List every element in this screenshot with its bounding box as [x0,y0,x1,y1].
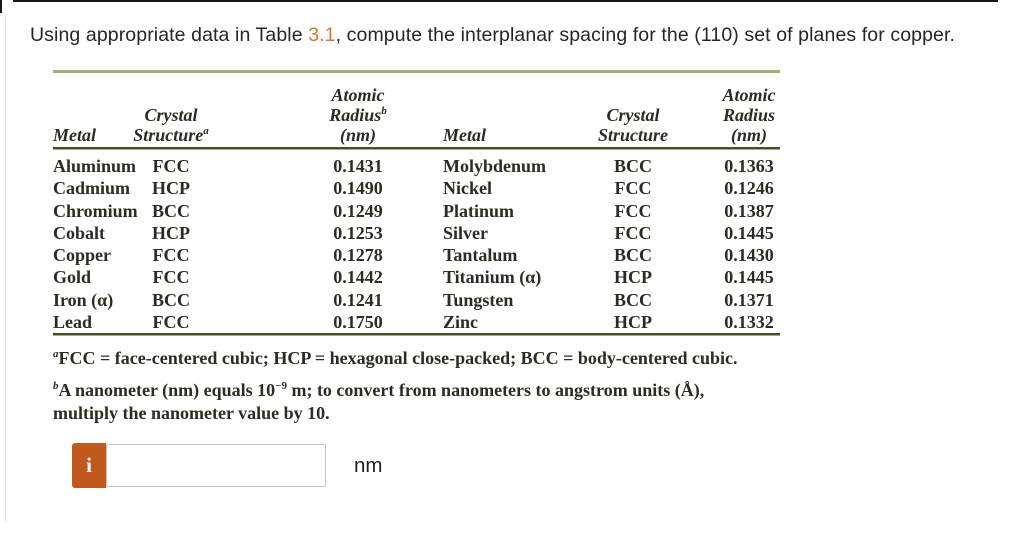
cell-radius-right: 0.1332 [724,312,774,333]
table-row: Aluminum FCC 0.1431 Molybdenum BCC 0.136… [53,155,780,177]
cell-radius-left: 0.1249 [333,200,383,221]
cell-metal-right: Platinum [443,200,515,221]
atomic-radius-table: Metal Crystal Structurea Atomic Radiusb … [53,70,780,425]
cell-structure-left: FCC [152,156,190,176]
table-row: Cadmium HCP 0.1490 Nickel FCC 0.1246 [53,177,780,199]
table-top-rule [53,70,780,73]
table-body: Aluminum FCC 0.1431 Molybdenum BCC 0.136… [53,150,780,333]
cell-radius-right: 0.1246 [724,178,774,199]
panel-top-border [13,0,998,2]
cell-metal-left: Chromium [53,200,138,221]
header-metal-right: Metal [443,125,486,145]
cell-metal-right: Tantalum [443,245,518,266]
cell-structure-right: HCP [614,267,652,288]
table-bottom-rule [53,333,780,337]
header-crystal-structure-left: Crystal Structurea [133,105,209,145]
cell-radius-right: 0.1430 [724,245,774,266]
table-row: Copper FCC 0.1278 Tantalum BCC 0.1430 [53,244,780,266]
cell-radius-left: 0.1278 [333,245,383,266]
cell-metal-right: Zinc [443,312,479,333]
cell-structure-right: FCC [614,222,652,243]
cell-structure-right: HCP [614,312,652,333]
cell-metal-left: Cobalt [53,222,106,243]
table-header-row: Metal Crystal Structurea Atomic Radiusb … [53,73,780,147]
question-prefix: Using appropriate data in Table [30,24,309,46]
cell-structure-right: BCC [613,245,652,266]
cell-metal-left: Copper [53,245,111,266]
table-row: Gold FCC 0.1442 Titanium (α) HCP 0.1445 [53,266,780,288]
cell-metal-left: Cadmium [53,178,131,199]
header-atomic-radius-right: Atomic Radius (nm) [722,85,776,145]
cell-radius-left: 0.1490 [333,178,383,199]
unit-label: nm [354,453,383,477]
cell-structure-left: BCC [151,289,190,310]
table-row: Cobalt HCP 0.1253 Silver FCC 0.1445 [53,222,780,244]
table-row: Lead FCC 0.1750 Zinc HCP 0.1332 [53,311,780,333]
answer-row: i nm [72,443,382,488]
cell-metal-left: Aluminum [53,156,137,176]
table-row: Chromium BCC 0.1249 Platinum FCC 0.1387 [53,200,780,222]
cell-structure-right: BCC [613,156,652,176]
cell-metal-right: Titanium (α) [443,267,542,288]
table-3-1-link[interactable]: 3.1 [308,24,336,46]
panel-corner-border [0,0,2,13]
cell-radius-left: 0.1750 [333,312,383,333]
cell-radius-left: 0.1253 [333,222,383,243]
header-atomic-radius-left: Atomic Radiusb (nm) [329,85,387,145]
cell-radius-right: 0.1363 [724,156,774,176]
panel-left-divider [5,17,6,522]
question-suffix: , compute the interplanar spacing for th… [335,24,956,46]
cell-metal-right: Molybdenum [443,156,547,176]
cell-metal-left: Iron (α) [53,289,114,310]
info-button[interactable]: i [72,443,106,488]
cell-metal-left: Lead [53,312,93,333]
cell-structure-right: FCC [614,178,652,199]
cell-radius-right: 0.1371 [724,289,774,310]
info-icon: i [86,453,92,477]
cell-radius-right: 0.1445 [724,267,774,288]
footnote-a: aFCC = face-centered cubic; HCP = hexago… [53,348,738,369]
table-row: Iron (α) BCC 0.1241 Tungsten BCC 0.1371 [53,289,780,311]
cell-structure-left: FCC [152,267,190,288]
footnote-b: bA nanometer (nm) equals 10−9 m; to conv… [53,380,705,424]
cell-metal-left: Gold [53,267,92,288]
cell-structure-left: FCC [152,245,190,266]
cell-structure-right: BCC [613,289,652,310]
cell-structure-left: FCC [152,312,190,333]
cell-radius-right: 0.1445 [724,222,774,243]
cell-structure-right: FCC [614,200,652,221]
cell-metal-right: Silver [443,222,488,243]
header-metal-left: Metal [53,125,96,145]
header-crystal-structure-right: Crystal Structure [597,105,669,145]
cell-radius-left: 0.1241 [333,289,383,310]
cell-structure-left: HCP [152,178,190,199]
cell-structure-left: HCP [152,222,190,243]
cell-structure-left: BCC [151,200,190,221]
table-header-rule [53,147,780,150]
footnote-marker-a: a [203,125,209,137]
cell-metal-right: Nickel [443,178,492,199]
question-text: Using appropriate data in Table 3.1, com… [30,24,1015,47]
cell-radius-right: 0.1387 [724,200,774,221]
footnote-marker-b: b [381,105,387,117]
cell-radius-left: 0.1431 [333,156,383,176]
cell-radius-left: 0.1442 [333,267,383,288]
cell-metal-right: Tungsten [443,289,514,310]
answer-input[interactable] [106,444,326,487]
